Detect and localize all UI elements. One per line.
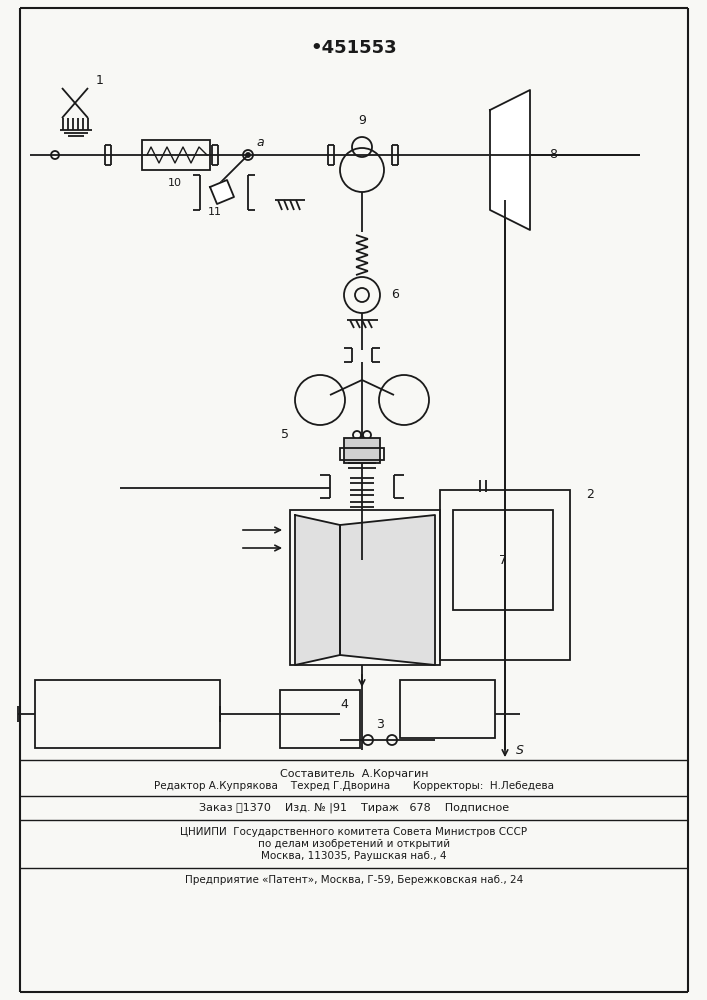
Text: •451553: •451553 <box>310 39 397 57</box>
Text: 9: 9 <box>358 113 366 126</box>
Text: Москва, 113035, Раушская наб., 4: Москва, 113035, Раушская наб., 4 <box>262 851 447 861</box>
Bar <box>400 680 495 738</box>
Polygon shape <box>295 515 340 665</box>
Text: 8: 8 <box>549 148 557 161</box>
Polygon shape <box>210 180 234 204</box>
Text: по делам изобретений и открытий: по делам изобретений и открытий <box>258 839 450 849</box>
Text: 1: 1 <box>96 74 104 87</box>
Text: S: S <box>516 744 524 756</box>
Text: 2: 2 <box>586 488 594 502</box>
Bar <box>453 510 553 610</box>
Bar <box>280 690 360 748</box>
Text: ЦНИИПИ  Государственного комитета Совета Министров СССР: ЦНИИПИ Государственного комитета Совета … <box>180 827 527 837</box>
Text: 11: 11 <box>208 207 222 217</box>
Bar <box>344 438 380 463</box>
Text: 5: 5 <box>281 428 289 442</box>
Bar <box>340 448 384 460</box>
Text: Редактор А.Купрякова    Техред Г.Дворина       Корректоры:  Н.Лебедева: Редактор А.Купрякова Техред Г.Дворина Ко… <box>154 781 554 791</box>
Text: 10: 10 <box>168 178 182 188</box>
Bar <box>35 680 220 748</box>
Bar <box>142 140 210 170</box>
Text: 7: 7 <box>499 554 507 566</box>
Text: Составитель  А.Корчагин: Составитель А.Корчагин <box>280 769 428 779</box>
Circle shape <box>246 153 250 157</box>
Polygon shape <box>340 515 435 665</box>
Text: 4: 4 <box>340 698 348 712</box>
Text: Предприятие «Патент», Москва, Г-59, Бережковская наб., 24: Предприятие «Патент», Москва, Г-59, Бере… <box>185 875 523 885</box>
Text: 3: 3 <box>376 718 384 732</box>
Text: a: a <box>256 136 264 149</box>
Bar <box>290 510 440 665</box>
Text: 6: 6 <box>391 288 399 302</box>
Text: Заказ ፰1370    Изд. № |91    Тираж   678    Подписное: Заказ ፰1370 Изд. № |91 Тираж 678 Подписн… <box>199 803 509 813</box>
Polygon shape <box>490 90 530 230</box>
Bar <box>440 490 570 660</box>
